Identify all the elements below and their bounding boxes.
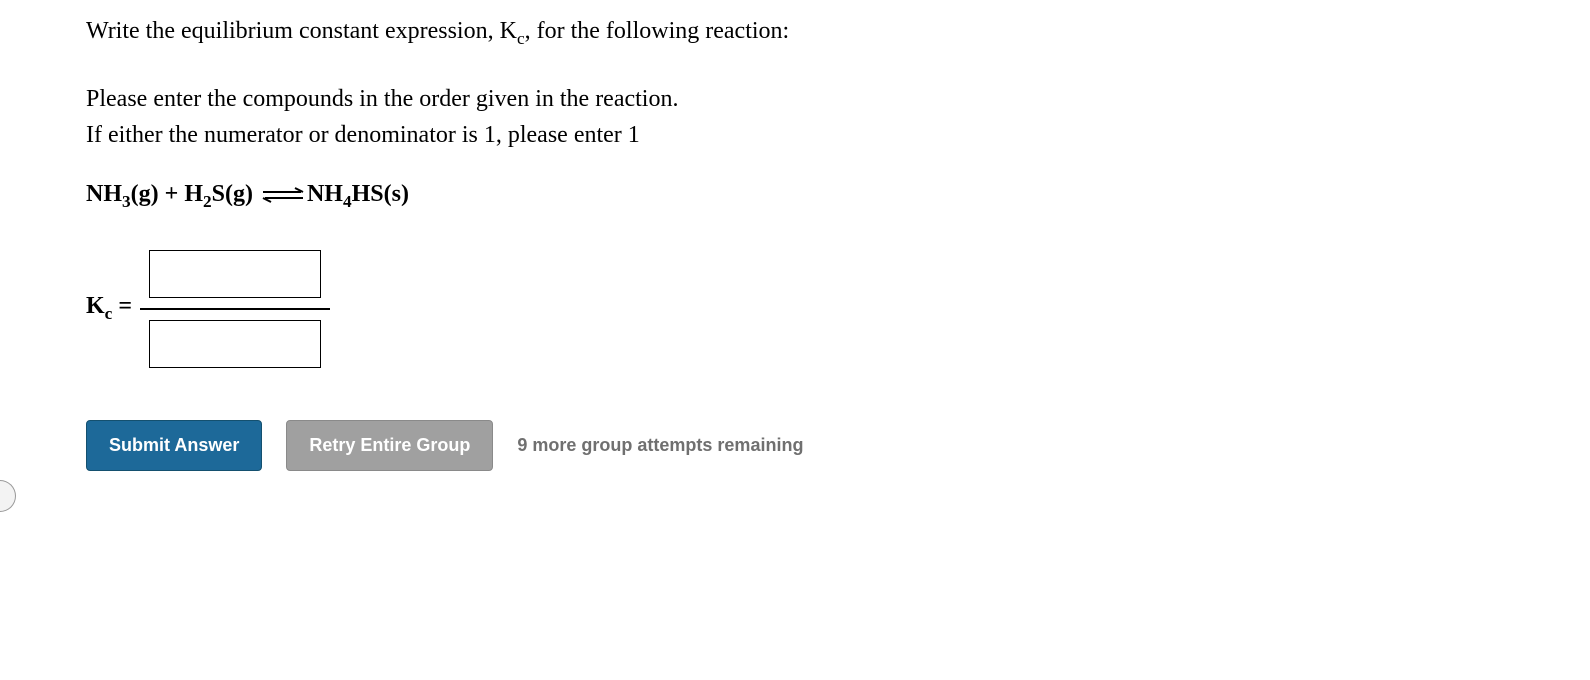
question-content: Write the equilibrium constant expressio… [0,0,1590,471]
instruction-line-1: Please enter the compounds in the order … [86,81,1590,117]
instructions: Please enter the compounds in the order … [86,81,1590,153]
prompt-subscript: c [517,29,525,48]
side-tab-icon[interactable] [0,480,16,512]
prompt-text-before: Write the equilibrium constant expressio… [86,18,517,44]
product-1: NH4HS(s) [307,181,409,207]
retry-button[interactable]: Retry Entire Group [286,420,493,471]
plus-sign: + [159,181,185,207]
submit-button[interactable]: Submit Answer [86,420,262,471]
equilibrium-arrow-icon [261,183,305,210]
attempts-remaining: 9 more group attempts remaining [517,435,803,456]
kc-label: Kc = [86,293,132,324]
prompt-text-after: , for the following reaction: [525,18,790,44]
action-row: Submit Answer Retry Entire Group 9 more … [86,420,1590,471]
kc-expression: Kc = [86,250,1590,368]
question-prompt: Write the equilibrium constant expressio… [86,18,1590,49]
fraction [140,250,330,368]
instruction-line-2: If either the numerator or denominator i… [86,117,1590,153]
numerator-input[interactable] [149,250,321,298]
reactant-1: NH3(g) [86,181,159,207]
denominator-input[interactable] [149,320,321,368]
reaction-equation: NH3(g) + H2S(g) NH4HS(s) [86,181,1590,212]
reactant-2: H2S(g) [184,181,253,207]
fraction-bar [140,308,330,310]
